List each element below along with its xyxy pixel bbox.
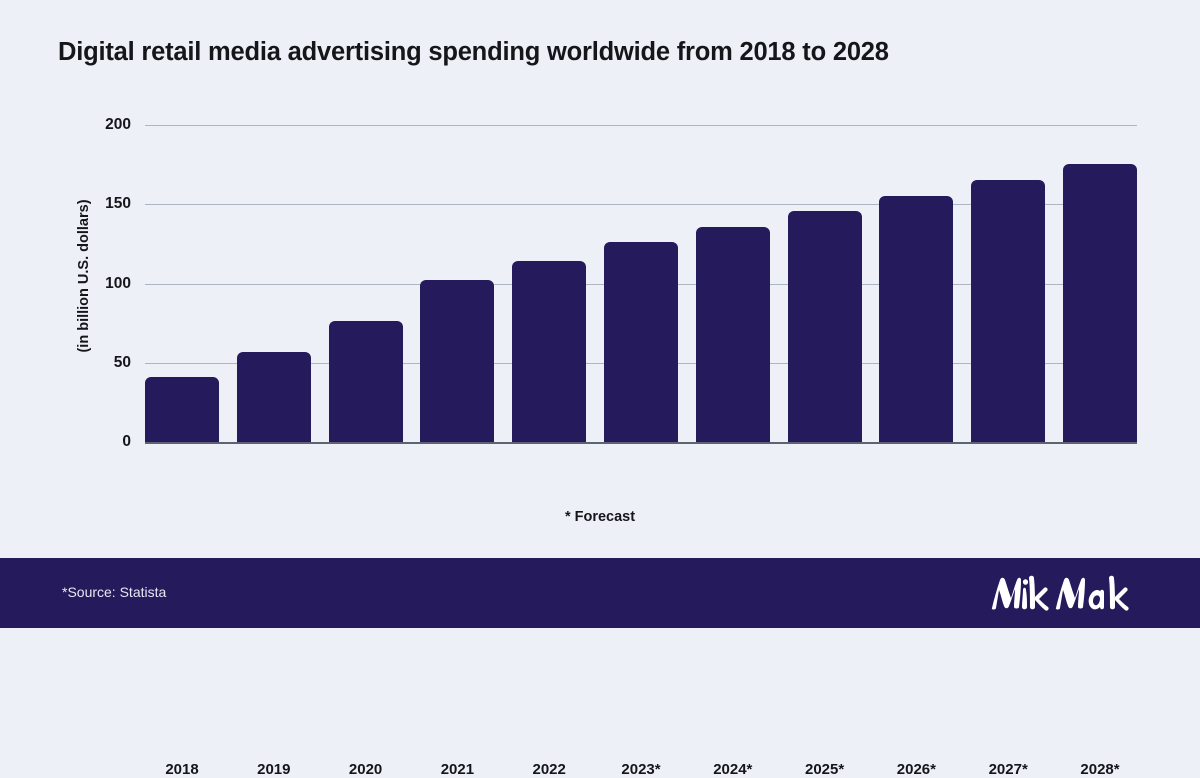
mikmak-logo: MikMak bbox=[990, 572, 1142, 614]
x-tick-label-2027-forecast: 2027* bbox=[988, 761, 1028, 778]
forecast-footnote: * Forecast bbox=[564, 509, 636, 525]
gridline-200 bbox=[145, 125, 1137, 126]
x-tick-label-2018: 2018 bbox=[165, 761, 199, 778]
x-tick-label-2021: 2021 bbox=[440, 761, 475, 778]
source-attribution: *Source: Statista bbox=[62, 584, 167, 600]
bar-series: 2018 2019 2020 2021 2022 2023* 2024* 2025* 2026*… bbox=[145, 125, 1137, 778]
y-tick-label-0: 0 bbox=[122, 433, 131, 450]
x-tick-label-2023-forecast: 2023* bbox=[621, 761, 661, 778]
x-tick-label-2020: 2020 bbox=[348, 761, 383, 778]
bar-2023-forecast[interactable] bbox=[604, 242, 678, 442]
y-tick-label-100: 100 bbox=[105, 274, 131, 292]
y-tick-label-150: 150 bbox=[105, 195, 131, 213]
page-title: Digital retail media advertising spendin… bbox=[58, 38, 889, 66]
bar-2020[interactable] bbox=[328, 320, 403, 442]
x-tick-label-2028-forecast: 2028* bbox=[1080, 761, 1120, 778]
bar-2026-forecast[interactable] bbox=[879, 195, 954, 442]
bar-2027-forecast[interactable] bbox=[971, 180, 1046, 442]
x-tick-label-2019: 2019 bbox=[257, 761, 291, 778]
y-tick-label-200: 200 bbox=[105, 116, 131, 133]
bar-2018[interactable] bbox=[145, 377, 219, 442]
footer-bar: *Source: Statista bbox=[0, 558, 1200, 628]
bar-2019[interactable] bbox=[236, 351, 311, 442]
bar-2021[interactable] bbox=[420, 279, 495, 442]
y-tick-label-50: 50 bbox=[113, 353, 131, 371]
plot-area: 0 50 100 150 200 2018 2019 2020 2021 2022 2023* 20… bbox=[105, 116, 1137, 778]
bar-2024-forecast[interactable] bbox=[695, 227, 770, 442]
bar-2028-forecast[interactable] bbox=[1063, 163, 1137, 442]
bar-2022[interactable] bbox=[512, 261, 587, 442]
infographic-canvas: Digital retail media advertising spendin… bbox=[0, 38, 1200, 778]
x-tick-label-2026-forecast: 2026* bbox=[896, 761, 936, 778]
gridline-150 bbox=[145, 204, 1137, 206]
bar-2025-forecast[interactable] bbox=[787, 211, 862, 442]
gridline-0 bbox=[145, 442, 1137, 444]
x-tick-label-2022: 2022 bbox=[532, 761, 566, 778]
x-tick-label-2025-forecast: 2025* bbox=[804, 761, 845, 778]
x-tick-label-2024-forecast: 2024* bbox=[713, 761, 753, 778]
